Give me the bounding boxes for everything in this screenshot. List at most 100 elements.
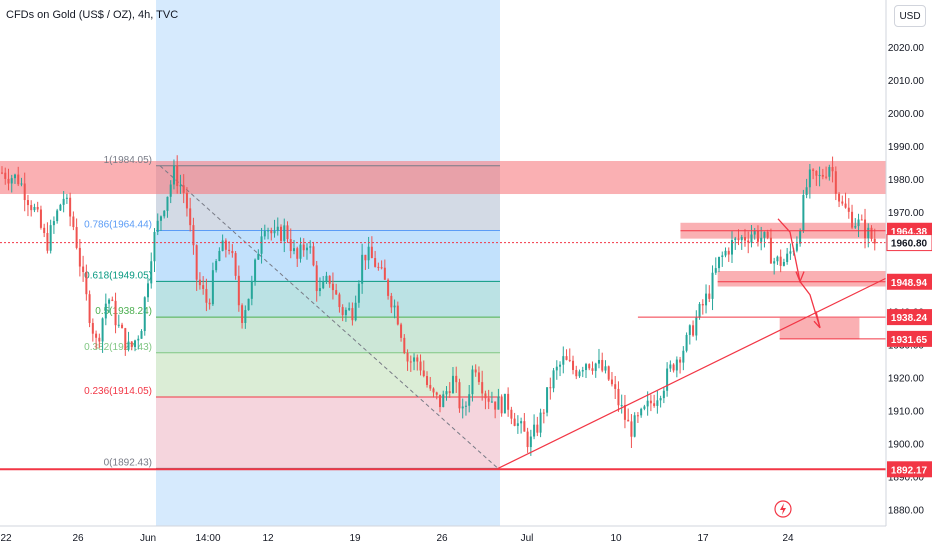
candle-body <box>432 388 435 393</box>
candle-body <box>675 359 678 371</box>
price-tick-label: 1880.00 <box>888 505 925 516</box>
candle-body <box>192 225 195 246</box>
chart-title: CFDs on Gold (US$ / OZ), 4h, TVC <box>6 9 179 21</box>
candle-body <box>636 415 639 417</box>
candle-body <box>740 237 743 241</box>
candle-body <box>315 265 318 292</box>
price-tick-label: 2000.00 <box>888 109 925 120</box>
candle-body <box>169 184 172 197</box>
candle-body <box>572 360 575 370</box>
candle-body <box>43 227 46 234</box>
price-tick-label: 1900.00 <box>888 439 925 450</box>
candle-body <box>769 237 772 264</box>
candle-body <box>247 298 250 311</box>
candle-body <box>724 250 727 256</box>
candle-body <box>134 340 137 348</box>
candle-body <box>244 310 247 323</box>
price-label-text: 1938.24 <box>891 313 928 324</box>
fib-band <box>156 317 500 353</box>
candle-body <box>33 206 36 211</box>
candle-body <box>773 261 776 264</box>
candle-body <box>49 225 52 251</box>
candle-body <box>185 192 188 209</box>
candle-body <box>4 172 7 179</box>
candle-body <box>121 324 124 329</box>
candle-body <box>364 254 367 261</box>
candle-body <box>782 261 785 266</box>
candle-body <box>685 334 688 351</box>
fib-band <box>156 281 500 318</box>
candle-body <box>13 174 16 179</box>
candle-body <box>172 165 175 185</box>
candle-body <box>776 256 779 262</box>
candle-body <box>851 211 854 228</box>
candle-body <box>322 281 325 289</box>
candle-body <box>237 275 240 306</box>
currency-button[interactable]: USD <box>894 5 926 27</box>
candle-body <box>779 256 782 266</box>
candle-body <box>101 318 104 342</box>
candle-body <box>520 421 523 424</box>
candle-body <box>228 249 231 251</box>
candle-body <box>750 234 753 243</box>
candle-body <box>692 325 695 336</box>
candle-body <box>705 293 708 306</box>
candle-body <box>176 165 179 187</box>
candle-body <box>656 400 659 406</box>
candle-body <box>413 357 416 362</box>
candle-body <box>503 393 506 414</box>
candle-body <box>708 293 711 299</box>
candle-body <box>617 388 620 406</box>
candle-body <box>276 226 279 231</box>
fib-level-label: 0.618(1949.05) <box>84 270 152 281</box>
candle-body <box>95 333 98 338</box>
time-tick-label: 22 <box>0 533 12 544</box>
candle-body <box>477 372 480 383</box>
candle-body <box>828 167 831 177</box>
candle-body <box>533 424 536 437</box>
candle-body <box>591 368 594 371</box>
price-label-text: 1931.65 <box>891 335 928 346</box>
candle-body <box>312 246 315 266</box>
candle-body <box>292 248 296 252</box>
candle-body <box>688 325 691 335</box>
candle-body <box>416 357 419 362</box>
candle-body <box>718 256 721 269</box>
candle-body <box>98 337 101 342</box>
candle-body <box>367 246 370 261</box>
price-tick-label: 1920.00 <box>888 373 925 384</box>
candle-body <box>857 219 860 227</box>
candle-body <box>714 268 717 273</box>
candle-body <box>568 359 571 361</box>
candle-body <box>711 272 714 299</box>
time-tick-label: 26 <box>436 533 448 544</box>
lightning-icon[interactable] <box>774 500 792 518</box>
candle-body <box>150 261 153 284</box>
candle-body <box>26 200 29 206</box>
candle-body <box>7 178 10 184</box>
candle-body <box>30 205 33 211</box>
candle-body <box>552 370 555 389</box>
candle-body <box>789 251 792 254</box>
candle-body <box>108 299 111 304</box>
candle-body <box>403 337 406 353</box>
candle-body <box>633 415 636 437</box>
candle-body <box>484 393 487 399</box>
price-label-text: 1892.17 <box>891 465 928 476</box>
candle-body <box>844 203 847 208</box>
candle-body <box>860 219 863 221</box>
candle-body <box>669 364 672 369</box>
candle-body <box>646 400 649 407</box>
candle-body <box>672 364 675 371</box>
candle-body <box>88 294 91 323</box>
candle-body <box>263 230 266 237</box>
candle-body <box>302 244 305 251</box>
candle-body <box>445 391 448 395</box>
candle-body <box>516 423 519 426</box>
candle-body <box>581 370 584 372</box>
candle-body <box>659 398 662 401</box>
candle-body <box>283 225 286 241</box>
fib-level-label: 0.382(1927.43) <box>84 342 152 353</box>
candle-body <box>464 405 467 407</box>
